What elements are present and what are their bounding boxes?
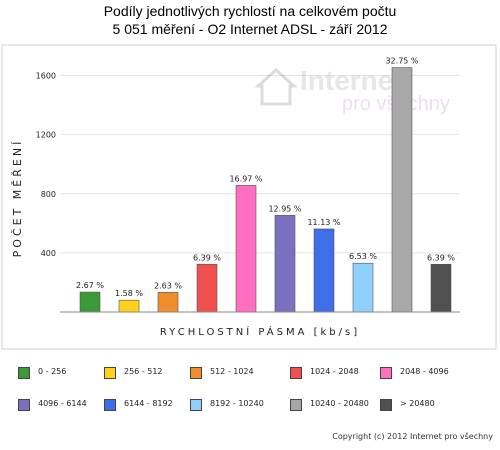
- bar-value-label: 6.39 %: [193, 253, 221, 262]
- legend-swatch: [18, 367, 30, 379]
- watermark-word1: Internet: [300, 65, 403, 96]
- legend-swatch: [380, 367, 392, 379]
- bar-value-label: 16.97 %: [229, 174, 262, 183]
- legend-label: 6144 - 8192: [124, 399, 173, 408]
- bar: [79, 291, 101, 313]
- bar: [118, 299, 140, 313]
- bar-value-labels: 2.67 % 1.58 % 2.63 % 6.39 % 16.97 % 12.95 % 11…: [76, 57, 455, 299]
- bar: [196, 263, 218, 313]
- legend-swatch: [290, 367, 302, 379]
- legend-swatch: [18, 399, 30, 411]
- bar: [352, 262, 374, 313]
- legend-swatch: [380, 399, 392, 411]
- watermark-logo: Internet pro všechny: [254, 65, 450, 115]
- legend-swatch: [104, 399, 116, 411]
- plot-frame: [1, 44, 497, 350]
- chart-subtitle: 5 051 měření - O2 Internet ADSL - září 2…: [112, 21, 388, 37]
- y-tick-label: 1600: [36, 72, 56, 81]
- bar: [157, 292, 179, 313]
- chart-title: Podíly jednotlivých rychlostí na celkové…: [103, 3, 397, 19]
- legend-label: 8192 - 10240: [210, 399, 264, 408]
- y-tick-label: 800: [41, 190, 56, 199]
- legend-label: > 20480: [400, 399, 435, 408]
- bar-value-label: 32.75 %: [385, 57, 418, 66]
- y-tick-label: 1200: [36, 131, 56, 140]
- bar: [391, 67, 413, 313]
- copyright-text: Copyright (c) 2012 Internet pro všechny: [332, 432, 493, 441]
- bar: [235, 185, 257, 313]
- bar: [430, 263, 452, 313]
- legend-label: 0 - 256: [38, 367, 67, 376]
- x-axis-label: RYCHLOSTNÍ PÁSMA [kb/s]: [160, 325, 360, 338]
- legend-label: 256 - 512: [124, 367, 163, 376]
- bar: [313, 228, 335, 313]
- legend-swatch: [190, 399, 202, 411]
- legend-label: 512 - 1024: [210, 367, 254, 376]
- legend-swatch: [290, 399, 302, 411]
- bar-value-label: 11.13 %: [307, 218, 340, 227]
- bar-value-label: 1.58 %: [115, 289, 143, 298]
- legend-swatch: [104, 367, 116, 379]
- bar-chart: Internet pro všechny 2.67 % 1.58 % 2.63 % 6…: [1, 44, 497, 350]
- legend-label: 4096 - 6144: [38, 399, 87, 408]
- bar-value-label: 6.53 %: [349, 252, 377, 261]
- legend-label: 10240 - 20480: [310, 399, 369, 408]
- y-tick-label: 400: [41, 249, 56, 258]
- legend-label: 2048 - 4096: [400, 367, 449, 376]
- bar-value-label: 6.39 %: [427, 253, 455, 262]
- bar-value-label: 2.63 %: [154, 281, 182, 290]
- y-tick-labels: 400 800 1200 1600: [36, 72, 56, 258]
- legend-swatch: [190, 367, 202, 379]
- bars: [79, 67, 452, 313]
- y-axis-label: POČET MĚŘENÍ: [11, 139, 24, 258]
- bar: [274, 215, 296, 313]
- legend-label: 1024 - 2048: [310, 367, 359, 376]
- bar-value-label: 12.95 %: [268, 204, 301, 213]
- bar-value-label: 2.67 %: [76, 281, 104, 290]
- house-icon: [254, 67, 298, 106]
